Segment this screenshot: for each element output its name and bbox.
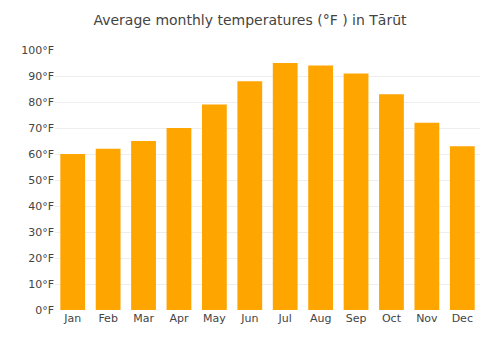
svg-text:Nov: Nov	[416, 312, 438, 325]
svg-text:50°F: 50°F	[28, 174, 54, 187]
svg-text:0°F: 0°F	[35, 304, 54, 317]
svg-text:May: May	[203, 312, 226, 325]
svg-text:Feb: Feb	[98, 312, 117, 325]
svg-text:70°F: 70°F	[28, 122, 54, 135]
svg-text:60°F: 60°F	[28, 148, 54, 161]
svg-text:Oct: Oct	[382, 312, 402, 325]
svg-text:Sep: Sep	[346, 312, 367, 325]
svg-text:100°F: 100°F	[21, 44, 54, 57]
svg-text:20°F: 20°F	[28, 252, 54, 265]
svg-text:90°F: 90°F	[28, 70, 54, 83]
svg-text:Jun: Jun	[240, 312, 258, 325]
svg-text:80°F: 80°F	[28, 96, 54, 109]
svg-text:40°F: 40°F	[28, 200, 54, 213]
svg-text:Mar: Mar	[133, 312, 154, 325]
svg-text:10°F: 10°F	[28, 278, 54, 291]
svg-text:Apr: Apr	[169, 312, 189, 325]
svg-text:Jul: Jul	[278, 312, 292, 325]
svg-text:Average monthly temperatures (: Average monthly temperatures (°F ) in Tā…	[93, 12, 407, 28]
svg-text:Dec: Dec	[452, 312, 473, 325]
svg-text:Jan: Jan	[63, 312, 81, 325]
svg-text:30°F: 30°F	[28, 226, 54, 239]
svg-text:Aug: Aug	[310, 312, 331, 325]
